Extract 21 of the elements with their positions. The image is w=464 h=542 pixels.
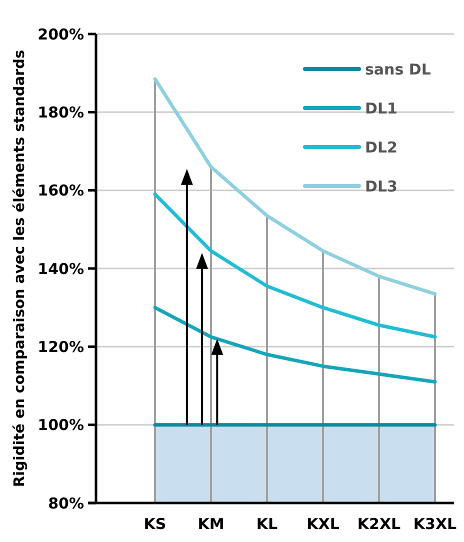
x-tick-label: K2XL: [357, 515, 402, 533]
y-tick-label: 80%: [48, 494, 84, 512]
x-tick-label: KL: [256, 515, 278, 533]
y-tick-label: 160%: [38, 182, 84, 200]
legend-label: DL2: [365, 138, 398, 156]
line-series: [153, 77, 437, 296]
y-tick-label: 180%: [38, 103, 84, 122]
y-tick-label: 120%: [38, 338, 84, 356]
y-tick-label: 140%: [38, 260, 84, 278]
legend-label: DL1: [365, 99, 398, 118]
x-tick-label: KM: [198, 515, 224, 533]
x-tick-label: KS: [144, 515, 166, 533]
y-axis-title: Rigidité en comparaison avec les éléments standards: [12, 50, 28, 488]
legend-label: DL3: [365, 177, 398, 196]
line-series: [153, 192, 437, 339]
legend-label: sans DL: [365, 60, 432, 78]
x-tick-label: K3XL: [413, 515, 458, 533]
x-tick-label: KXL: [306, 515, 340, 533]
y-tick-label: 100%: [38, 416, 84, 434]
line-series: [153, 306, 437, 384]
y-tick-label: 200%: [38, 25, 84, 44]
